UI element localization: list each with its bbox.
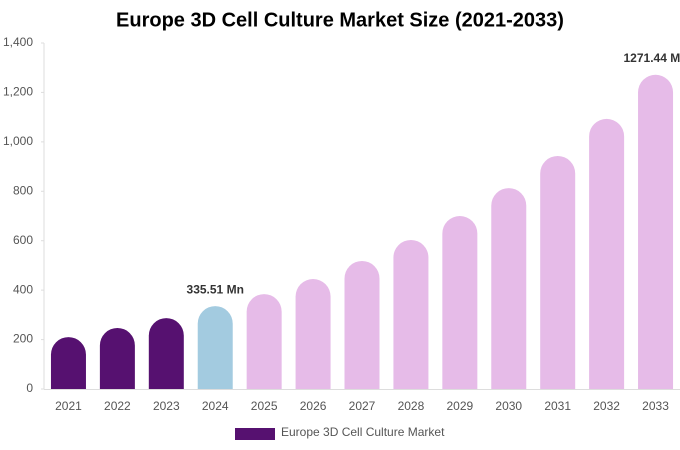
bar [197,306,233,389]
x-tick-label: 2025 [251,399,278,413]
bar [442,216,478,389]
y-tick-label: 200 [13,332,33,346]
x-tick-label: 2031 [544,399,571,413]
legend-swatch [235,428,275,440]
y-tick-label: 600 [13,233,33,247]
bar [246,294,282,389]
bar [50,337,86,389]
bar [540,155,576,389]
y-tick-label: 1,400 [3,35,33,49]
y-tick-label: 1,000 [3,134,33,148]
bar [99,327,135,389]
y-tick-label: 1,200 [3,85,33,99]
y-tick-label: 800 [13,183,33,197]
x-tick-label: 2024 [202,399,229,413]
y-tick-label: 0 [26,381,33,395]
x-tick-label: 2026 [300,399,327,413]
bar [148,318,184,389]
x-tick-label: 2027 [349,399,376,413]
bar [491,188,527,389]
x-tick-label: 2030 [495,399,522,413]
bar [589,118,625,389]
y-tick-label: 400 [13,282,33,296]
x-tick-label: 2021 [55,399,82,413]
x-tick-label: 2028 [398,399,425,413]
bar [344,260,380,389]
value-label: 1271.44 Mn [624,51,680,65]
bar [638,74,674,390]
x-tick-label: 2023 [153,399,180,413]
bar [393,239,429,389]
x-tick-label: 2029 [446,399,473,413]
chart-title: Europe 3D Cell Culture Market Size (2021… [116,9,564,31]
x-tick-label: 2032 [593,399,620,413]
x-tick-label: 2033 [642,399,669,413]
bar [295,279,331,389]
x-tick-label: 2022 [104,399,131,413]
legend-label: Europe 3D Cell Culture Market [281,425,445,439]
value-label: 335.51 Mn [187,282,244,296]
